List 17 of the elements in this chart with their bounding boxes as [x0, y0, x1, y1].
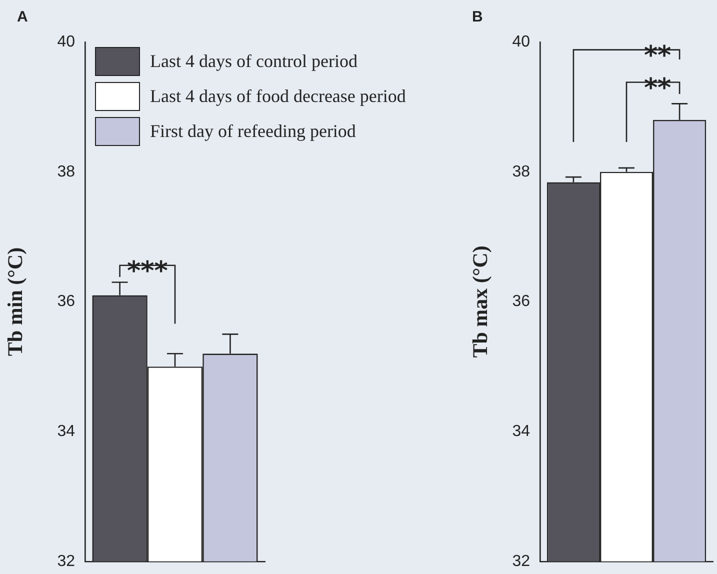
legend-label: Last 4 days of food decrease period — [150, 86, 406, 107]
y-tick-label: 34 — [512, 422, 530, 440]
legend-label: First day of refeeding period — [150, 121, 356, 142]
y-tick-label: 38 — [512, 163, 530, 180]
legend-label: Last 4 days of control period — [150, 51, 358, 72]
y-tick-label: 38 — [57, 163, 76, 180]
chart-title: A — [17, 8, 28, 26]
y-tick-label: 32 — [57, 552, 76, 570]
y-tick-label: 36 — [57, 293, 76, 310]
y-axis-title: Tb min (°C) — [3, 247, 28, 356]
chart-title: B — [472, 8, 483, 26]
y-tick-label: 40 — [512, 33, 530, 50]
y-tick-label: 36 — [512, 293, 530, 310]
y-tick-label: 40 — [57, 33, 76, 50]
y-axis-title: Tb max (°C) — [468, 246, 492, 358]
y-tick-label: 34 — [57, 422, 76, 440]
y-tick-label: 32 — [512, 552, 530, 570]
